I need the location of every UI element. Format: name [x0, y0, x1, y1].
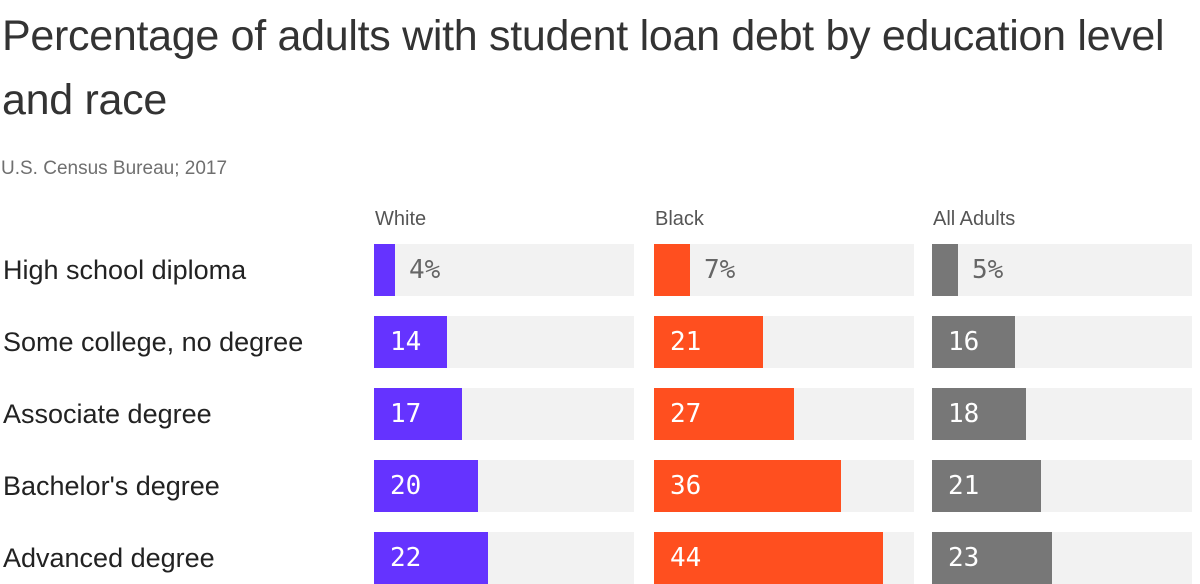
row-label: Bachelor's degree — [3, 471, 220, 501]
data-label: 18 — [948, 399, 980, 429]
column-header-white: White — [375, 208, 427, 230]
bar-track: 4% — [374, 244, 634, 296]
data-label: 21 — [948, 471, 980, 501]
bar-all-adults — [932, 388, 1026, 440]
column-header-black: Black — [655, 208, 704, 230]
data-label: 7% — [704, 255, 736, 285]
data-label: 36 — [670, 471, 702, 501]
bar-black — [654, 244, 690, 296]
data-label: 20 — [390, 471, 422, 501]
bar-track: 18 — [932, 388, 1192, 440]
data-label: 14 — [390, 327, 422, 357]
bar-all-adults — [932, 532, 1052, 584]
data-label: 16 — [948, 327, 980, 357]
bar-track: 44 — [654, 532, 914, 584]
bar-track: 21 — [932, 460, 1192, 512]
data-label: 17 — [390, 399, 422, 429]
bar-all-adults — [932, 244, 958, 296]
data-label: 44 — [670, 543, 702, 573]
bar-black — [654, 316, 763, 368]
bar-white — [374, 460, 478, 512]
bar-black — [654, 532, 883, 584]
column-header-all-adults: All Adults — [933, 208, 1016, 230]
bar-track: 14 — [374, 316, 634, 368]
data-label: 5% — [972, 255, 1004, 285]
row-label: Advanced degree — [3, 543, 215, 573]
bar-track: 17 — [374, 388, 634, 440]
bar-track: 20 — [374, 460, 634, 512]
row-label: Some college, no degree — [3, 327, 304, 357]
data-label: 27 — [670, 399, 702, 429]
row-label: High school diploma — [3, 255, 247, 285]
data-label: 22 — [390, 543, 422, 573]
bar-track: 16 — [932, 316, 1192, 368]
bar-track: 23 — [932, 532, 1192, 584]
bar-track: 27 — [654, 388, 914, 440]
data-label: 4% — [409, 255, 441, 285]
bar-track: 36 — [654, 460, 914, 512]
bar-track: 22 — [374, 532, 634, 584]
bar-white — [374, 316, 447, 368]
bar-track: 21 — [654, 316, 914, 368]
bar-all-adults — [932, 316, 1015, 368]
bar-black — [654, 460, 841, 512]
data-label: 21 — [670, 327, 702, 357]
bar-white — [374, 532, 488, 584]
bar-track: 7% — [654, 244, 914, 296]
data-label: 23 — [948, 543, 980, 573]
bar-track: 5% — [932, 244, 1192, 296]
bar-white — [374, 244, 395, 296]
bar-white — [374, 388, 462, 440]
chart-source: U.S. Census Bureau; 2017 — [1, 158, 228, 179]
row-label: Associate degree — [3, 399, 212, 429]
chart-title: Percentage of adults with student loan d… — [2, 12, 1165, 124]
bar-black — [654, 388, 794, 440]
bar-all-adults — [932, 460, 1041, 512]
